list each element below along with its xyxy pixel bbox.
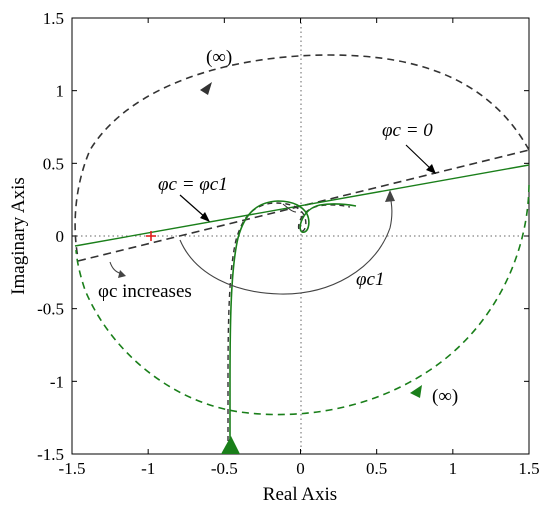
critical-point-marker [146, 231, 156, 241]
x-tick-label: -1.5 [59, 459, 86, 478]
series-black-dashed-arc [74, 54, 530, 259]
x-tick-label: -1 [141, 459, 155, 478]
phi-c1-arrowhead [385, 190, 395, 202]
annotation-phi-c-zero: φc = 0 [382, 120, 433, 141]
annotation-inf-bottom: (∞) [432, 386, 458, 407]
x-tick-label: 1.5 [518, 459, 539, 478]
x-tick-label: 0.5 [366, 459, 387, 478]
arrow-phi-c1-line [179, 194, 207, 219]
arrow-phi-c1-head [200, 212, 210, 222]
y-tick-label: -1.5 [37, 445, 64, 464]
arrow-phi-c-zero-line [405, 144, 433, 171]
y-tick-label: -0.5 [37, 300, 64, 319]
arrow-increases-head [118, 270, 126, 278]
y-tick-label: -1 [50, 372, 64, 391]
arrow-phi-c-zero-head [426, 164, 436, 174]
y-tick-label: 0 [56, 227, 65, 246]
y-tick-label: 1 [56, 82, 65, 101]
annotation-phi-c-increases: φc increases [98, 281, 192, 302]
x-tick-label: -0.5 [211, 459, 238, 478]
x-tick-label: 1 [449, 459, 458, 478]
phi-c1-arc [179, 194, 393, 295]
y-axis-label: Imaginary Axis [8, 177, 29, 295]
y-tick-label: 0.5 [43, 154, 64, 173]
curve-loop-detail [282, 203, 297, 213]
y-ticks: 1.5 1 0.5 0 -0.5 -1 -1.5 [37, 9, 529, 464]
start-marker-triangle [221, 436, 240, 454]
arrow-upper-arc [200, 82, 212, 95]
x-tick-label: 0 [296, 459, 305, 478]
annotation-phi-c1: φc1 [356, 269, 384, 290]
x-ticks: -1.5 -1 -0.5 0 0.5 1 1.5 [59, 18, 540, 478]
series-green-solid-line [74, 164, 530, 247]
annotation-inf-top: (∞) [206, 47, 232, 68]
annotation-phi-c-phi-c1: φc = φc1 [158, 174, 228, 195]
y-tick-label: 1.5 [43, 9, 64, 28]
x-axis-label: Real Axis [263, 484, 337, 505]
series-black-dashed-curve [227, 202, 351, 450]
series-green-solid-curve [229, 200, 357, 450]
arrow-lower-arc [410, 385, 422, 398]
